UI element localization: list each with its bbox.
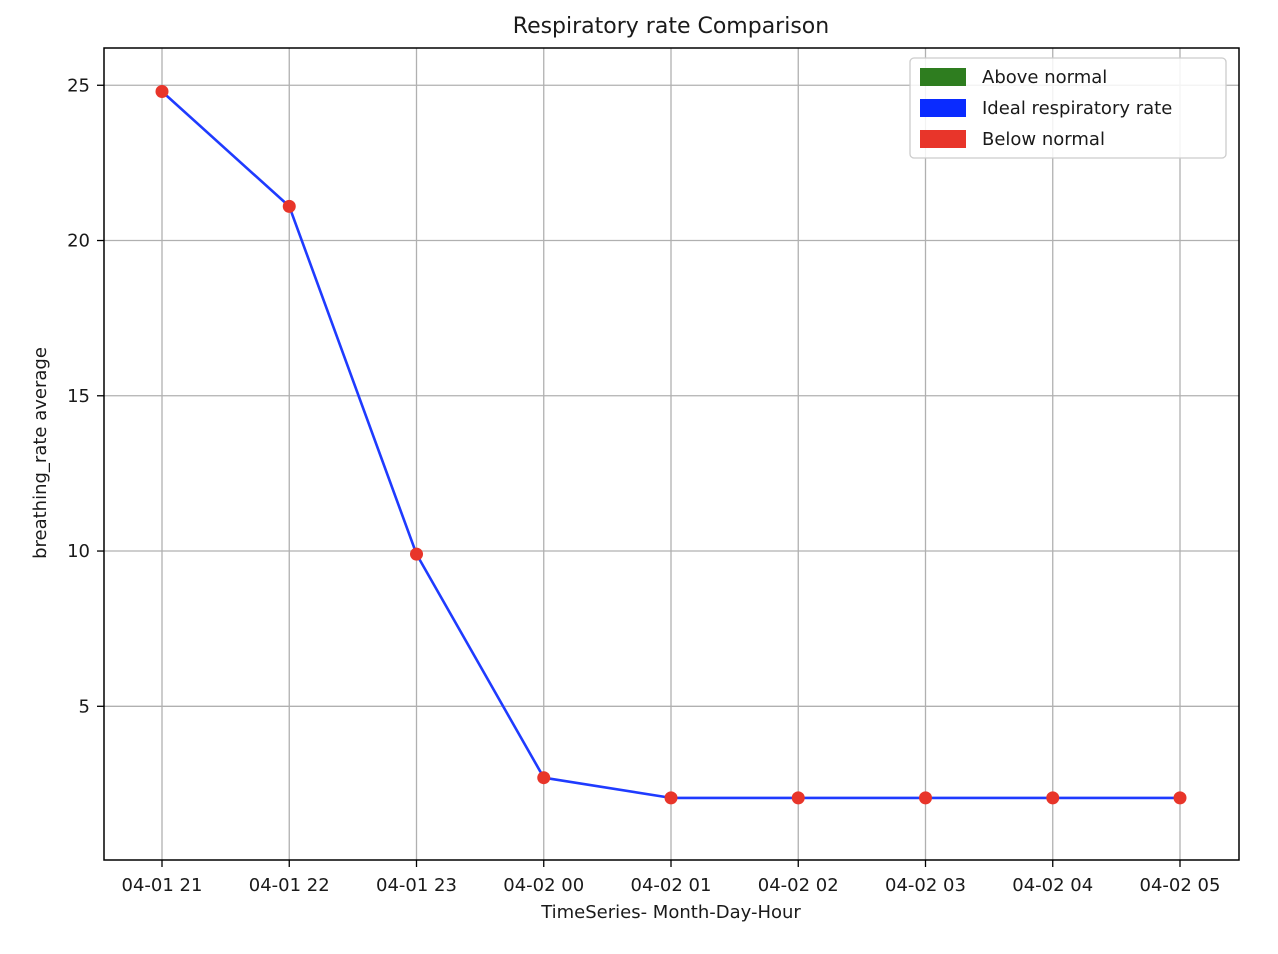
data-point: [537, 771, 551, 785]
x-tick-label: 04-02 01: [631, 875, 712, 896]
chart-title: Respiratory rate Comparison: [513, 14, 829, 39]
data-point: [919, 791, 932, 805]
y-tick-label: 25: [67, 75, 90, 96]
data-point: [664, 791, 678, 805]
grid: [104, 48, 1239, 860]
data-point: [410, 547, 423, 561]
legend-swatch: [920, 99, 966, 117]
legend-swatch: [920, 68, 966, 86]
legend-label: Ideal respiratory rate: [982, 98, 1172, 119]
legend-swatch: [920, 130, 966, 148]
x-tick-label: 04-01 21: [122, 875, 203, 896]
x-tick-label: 04-02 02: [758, 875, 839, 896]
y-tick-label: 15: [67, 386, 90, 407]
data-point: [1046, 791, 1060, 805]
legend-label: Below normal: [982, 129, 1105, 150]
y-tick-label: 5: [79, 696, 90, 717]
series-markers: [155, 84, 1187, 805]
data-point: [1173, 791, 1187, 805]
data-point: [791, 791, 805, 805]
legend-label: Above normal: [982, 67, 1107, 88]
y-tick-label: 10: [67, 541, 90, 562]
legend: Above normal Ideal respiratory rate Below …: [909, 57, 1227, 159]
x-tick-label: 04-02 00: [503, 875, 584, 896]
y-tick-label: 20: [67, 231, 90, 252]
x-axis-ticks: 04-01 21 04-01 22 04-01 23 04-02 00 04-02 01…: [122, 860, 1221, 896]
x-tick-label: 04-02 05: [1140, 875, 1221, 896]
y-axis-label: breathing_rate average: [30, 347, 51, 559]
data-point: [155, 84, 169, 98]
x-tick-label: 04-02 04: [1012, 875, 1093, 896]
legend-box: [909, 57, 1227, 159]
x-tick-label: 04-01 23: [376, 875, 457, 896]
x-axis-label: TimeSeries- Month-Day-Hour: [540, 902, 801, 923]
x-tick-label: 04-02 03: [885, 875, 966, 896]
y-axis-ticks: 5 10 15 20 25: [67, 75, 104, 717]
x-tick-label: 04-01 22: [249, 875, 330, 896]
data-point: [282, 199, 296, 213]
